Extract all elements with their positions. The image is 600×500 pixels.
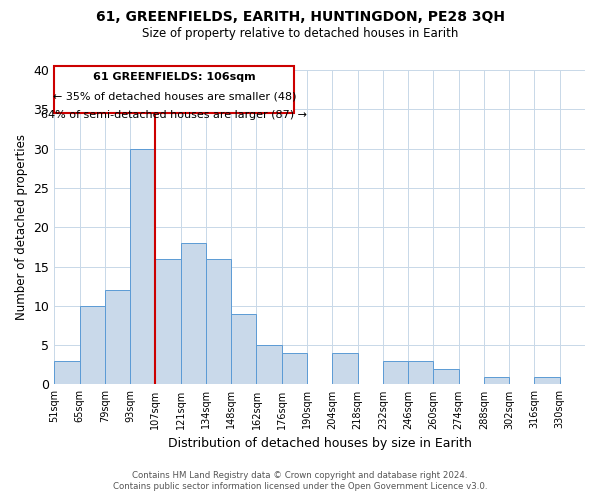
Bar (206, 258, 231, 384)
Bar (433, 368, 458, 384)
Bar (408, 361, 433, 384)
Bar (332, 353, 358, 384)
Bar (231, 314, 256, 384)
Text: 64% of semi-detached houses are larger (87) →: 64% of semi-detached houses are larger (… (41, 110, 307, 120)
Y-axis label: Number of detached properties: Number of detached properties (15, 134, 28, 320)
Bar (282, 353, 307, 384)
Text: Size of property relative to detached houses in Earith: Size of property relative to detached ho… (142, 28, 458, 40)
Bar (383, 361, 408, 384)
Bar (155, 258, 181, 384)
Bar (105, 290, 130, 384)
Bar (54, 361, 80, 384)
Bar (130, 148, 155, 384)
Text: 61, GREENFIELDS, EARITH, HUNTINGDON, PE28 3QH: 61, GREENFIELDS, EARITH, HUNTINGDON, PE2… (95, 10, 505, 24)
Bar (484, 376, 509, 384)
Bar (181, 243, 206, 384)
Text: 61 GREENFIELDS: 106sqm: 61 GREENFIELDS: 106sqm (93, 72, 256, 82)
Bar (80, 306, 105, 384)
X-axis label: Distribution of detached houses by size in Earith: Distribution of detached houses by size … (168, 437, 472, 450)
Text: Contains HM Land Registry data © Crown copyright and database right 2024.: Contains HM Land Registry data © Crown c… (132, 471, 468, 480)
Bar (256, 345, 282, 385)
Text: Contains public sector information licensed under the Open Government Licence v3: Contains public sector information licen… (113, 482, 487, 491)
Text: ← 35% of detached houses are smaller (48): ← 35% of detached houses are smaller (48… (53, 91, 296, 101)
Bar (535, 376, 560, 384)
